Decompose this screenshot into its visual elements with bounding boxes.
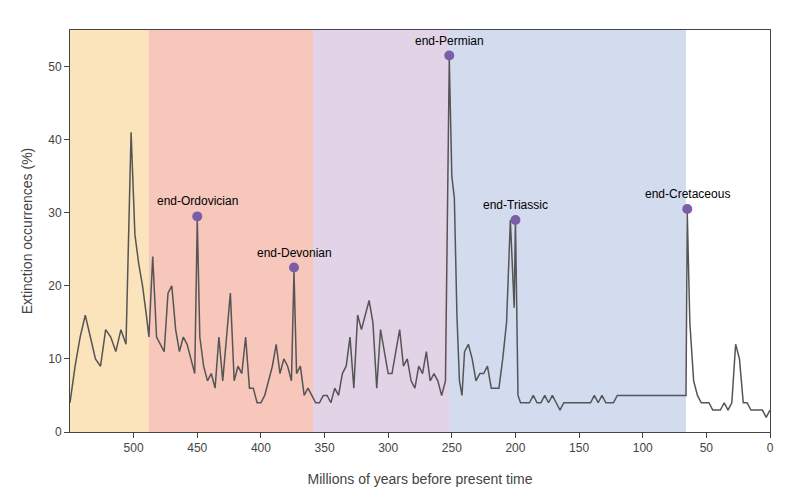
svg-text:400: 400 [251,441,271,455]
svg-text:40: 40 [48,133,62,147]
svg-text:end-Triassic: end-Triassic [483,198,548,212]
svg-text:30: 30 [48,206,62,220]
svg-text:300: 300 [378,441,398,455]
svg-text:100: 100 [633,441,653,455]
svg-text:150: 150 [569,441,589,455]
svg-text:50: 50 [700,441,714,455]
svg-text:450: 450 [187,441,207,455]
svg-text:50: 50 [48,60,62,74]
svg-text:Extinction occurrences (%): Extinction occurrences (%) [19,148,35,315]
svg-text:end-Cretaceous: end-Cretaceous [645,187,730,201]
svg-text:10: 10 [48,352,62,366]
svg-text:end-Permian: end-Permian [415,34,484,48]
svg-text:200: 200 [505,441,525,455]
svg-text:350: 350 [315,441,335,455]
svg-text:250: 250 [442,441,462,455]
svg-text:end-Ordovician: end-Ordovician [157,194,238,208]
svg-text:20: 20 [48,279,62,293]
svg-text:end-Devonian: end-Devonian [257,246,332,260]
svg-text:0: 0 [55,425,62,439]
svg-text:500: 500 [124,441,144,455]
svg-text:Millions of years before prese: Millions of years before present time [308,471,533,487]
svg-text:0: 0 [767,441,774,455]
